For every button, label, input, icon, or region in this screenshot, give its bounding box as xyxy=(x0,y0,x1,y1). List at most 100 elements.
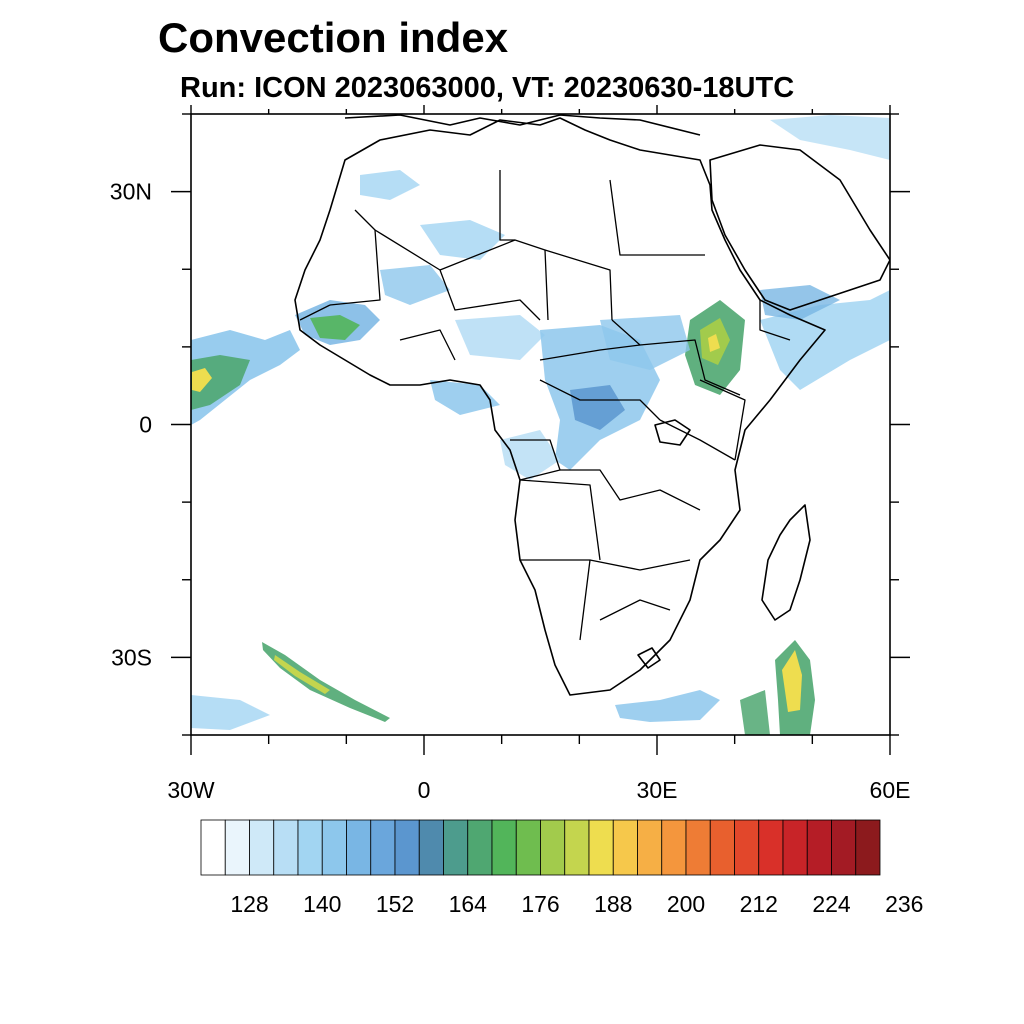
chart-title: Convection index xyxy=(158,14,509,61)
coastline-europe-south xyxy=(344,114,701,136)
border-14 xyxy=(589,559,691,571)
colorbar-box xyxy=(297,819,323,876)
colorbar-box xyxy=(418,819,444,876)
border-3 xyxy=(439,239,549,321)
coastline-africa xyxy=(294,117,826,696)
colorbar-label: 224 xyxy=(812,891,851,917)
colorbar-labels: 128 140 152 164 176 188 200 212 224 236 xyxy=(230,891,923,917)
colorbar-label: 176 xyxy=(521,891,559,917)
border-16 xyxy=(699,379,746,461)
colorbar-box xyxy=(224,819,250,876)
colorbar-box xyxy=(855,819,881,876)
convection-field xyxy=(191,115,890,735)
coastlines xyxy=(294,114,890,696)
colorbar-box xyxy=(443,819,469,876)
border-6 xyxy=(609,179,705,256)
convection-area-nigeria xyxy=(455,315,545,360)
border-19 xyxy=(399,329,456,361)
convection-area-madagascar-core xyxy=(782,650,802,712)
colorbar-box xyxy=(491,819,517,876)
convection-area-mozambique-south xyxy=(740,690,770,735)
convection-area-north-ne xyxy=(770,115,890,160)
colorbar-box xyxy=(515,819,541,876)
convection-area-senegal xyxy=(310,315,360,340)
colorbar-box xyxy=(564,819,590,876)
colorbar-box xyxy=(588,819,614,876)
colorbar-label: 200 xyxy=(667,891,705,917)
colorbar-box xyxy=(709,819,735,876)
axis-tick-labels: 30N 0 30S 30W 0 30E 60E xyxy=(110,179,911,803)
colorbar-box xyxy=(782,819,808,876)
convection-area-ethiopia-peak xyxy=(708,334,720,352)
map-frame xyxy=(190,113,891,736)
colorbar-box xyxy=(321,819,347,876)
border-11 xyxy=(560,469,701,511)
convection-area-sahara-2 xyxy=(420,220,505,260)
border-12 xyxy=(519,479,601,561)
colorbar-box xyxy=(661,819,687,876)
coastline-madagascar xyxy=(761,504,811,621)
lat-tick-label: 0 xyxy=(139,412,152,438)
lon-tick-label: 30E xyxy=(637,777,678,803)
border-7 xyxy=(611,319,741,396)
convection-area-gulf-guinea xyxy=(430,380,500,415)
colorbar-label: 188 xyxy=(594,891,632,917)
border-15 xyxy=(599,599,671,621)
border-10 xyxy=(510,439,561,481)
colorbar-box xyxy=(612,819,638,876)
border-8 xyxy=(539,344,641,361)
colorbar-label: 152 xyxy=(376,891,414,917)
chart-subtitle: Run: ICON 2023063000, VT: 20230630-18UTC xyxy=(180,72,795,104)
colorbar-box xyxy=(467,819,493,876)
convection-area-sw-sea xyxy=(191,695,270,730)
border-4 xyxy=(499,170,515,241)
colorbar-box xyxy=(806,819,832,876)
colorbar-box xyxy=(394,819,420,876)
colorbar-box xyxy=(637,819,663,876)
colorbar-box xyxy=(370,819,396,876)
lon-tick-label: 30W xyxy=(167,777,215,803)
colorbar xyxy=(200,819,881,876)
colorbar-box xyxy=(540,819,566,876)
border-18 xyxy=(299,304,331,321)
convection-area-arabia xyxy=(760,285,840,320)
border-5 xyxy=(544,249,613,321)
border-2 xyxy=(374,229,541,321)
colorbar-label: 236 xyxy=(885,891,923,917)
convection-area-atlantic-core xyxy=(191,355,250,410)
colorbar-box xyxy=(200,819,226,876)
border-13 xyxy=(520,559,591,641)
colorbar-box xyxy=(734,819,760,876)
convection-area-central-core xyxy=(570,385,625,430)
convection-area-south-atlantic-band xyxy=(262,642,390,722)
colorbar-label: 164 xyxy=(449,891,488,917)
convection-area-south-atlantic-core xyxy=(274,655,330,694)
convection-area-atlantic xyxy=(191,330,300,425)
border-1 xyxy=(329,209,381,306)
colorbar-box xyxy=(273,819,299,876)
colorbar-label: 140 xyxy=(303,891,341,917)
convection-area-cape-sea xyxy=(615,690,720,722)
colorbar-label: 212 xyxy=(740,891,778,917)
convection-area-sahara-1 xyxy=(360,170,420,200)
colorbar-box xyxy=(346,819,372,876)
convection-area-atlantic-peak xyxy=(192,368,212,392)
convection-area-sahara-3 xyxy=(380,265,450,305)
country-borders xyxy=(299,170,791,641)
lat-tick-label: 30S xyxy=(111,644,152,670)
coastline-arabia xyxy=(709,144,890,311)
lat-tick-label: 30N xyxy=(110,179,152,205)
axis-ticks xyxy=(171,105,910,755)
lon-tick-label: 0 xyxy=(418,777,431,803)
colorbar-box xyxy=(758,819,784,876)
colorbar-box xyxy=(685,819,711,876)
colorbar-box xyxy=(831,819,857,876)
colorbar-box xyxy=(249,819,275,876)
colorbar-label: 128 xyxy=(230,891,268,917)
coastline-lake-victoria xyxy=(654,419,691,446)
border-17 xyxy=(659,419,736,461)
coastline-lesotho xyxy=(637,647,661,669)
border-20 xyxy=(759,300,791,341)
border-9 xyxy=(539,379,661,421)
